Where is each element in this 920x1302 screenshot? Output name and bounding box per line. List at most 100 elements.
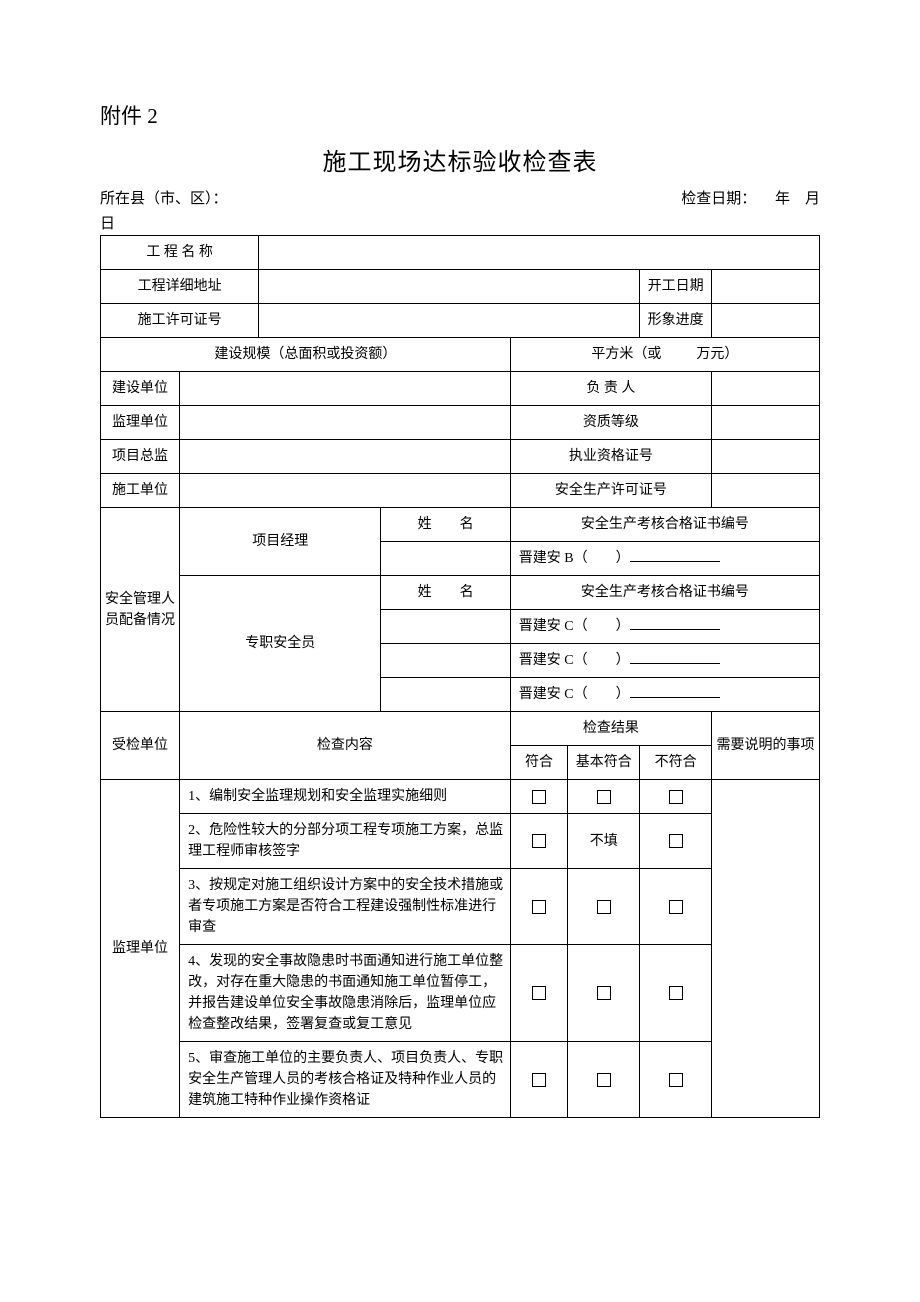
build-unit-value[interactable]	[180, 372, 511, 406]
page-container: 附件 2 施工现场达标验收检查表 所在县（市、区）： 检查日期： 年 月 日 工…	[0, 0, 920, 1158]
checkbox-cell[interactable]	[568, 1042, 640, 1118]
day-label: 日	[100, 212, 820, 233]
jinjian-b-label: 晋建安 B（ ）	[519, 551, 630, 566]
checkbox-cell[interactable]	[640, 1042, 712, 1118]
start-date-value[interactable]	[712, 270, 820, 304]
table-row: 施工单位 安全生产许可证号	[101, 474, 820, 508]
project-director-value[interactable]	[180, 440, 511, 474]
project-name-value[interactable]	[259, 236, 820, 270]
checkbox-cell[interactable]	[640, 945, 712, 1042]
project-address-label: 工程详细地址	[101, 270, 259, 304]
checkbox-icon	[669, 790, 683, 804]
build-unit-label: 建设单位	[101, 372, 180, 406]
table-row: 受检单位 检查内容 检查结果 需要说明的事项	[101, 712, 820, 746]
project-name-label: 工 程 名 称	[101, 236, 259, 270]
jinjian-c-cell-3[interactable]: 晋建安 C（ ）	[510, 678, 819, 712]
so-name-value-2[interactable]	[381, 644, 510, 678]
safety-officer-label: 专职安全员	[180, 576, 381, 712]
practice-no-value[interactable]	[712, 440, 820, 474]
qual-level-value[interactable]	[712, 406, 820, 440]
jinjian-b-cell[interactable]: 晋建安 B（ ）	[510, 542, 819, 576]
underline	[630, 548, 720, 562]
checkbox-cell[interactable]	[568, 945, 640, 1042]
checkbox-icon	[669, 900, 683, 914]
checkbox-cell[interactable]	[640, 780, 712, 814]
checkbox-icon	[669, 986, 683, 1000]
permit-no-value[interactable]	[259, 304, 640, 338]
checkbox-icon	[532, 900, 546, 914]
underline	[630, 684, 720, 698]
name-label: 姓 名	[381, 508, 510, 542]
content-item-1: 1、编制安全监理规划和安全监理实施细则	[180, 780, 511, 814]
so-name-value-1[interactable]	[381, 610, 510, 644]
year-label: 年	[775, 191, 790, 207]
checkbox-cell[interactable]	[510, 869, 568, 945]
checkbox-icon	[532, 790, 546, 804]
table-row: 监理单位 资质等级	[101, 406, 820, 440]
responsible-label: 负 责 人	[510, 372, 711, 406]
table-row: 建设单位 负 责 人	[101, 372, 820, 406]
qual-level-label: 资质等级	[510, 406, 711, 440]
content-item-3: 3、按规定对施工组织设计方案中的安全技术措施或者专项施工方案是否符合工程建设强制…	[180, 869, 511, 945]
responsible-value[interactable]	[712, 372, 820, 406]
checkbox-icon	[532, 986, 546, 1000]
checkbox-cell[interactable]	[640, 869, 712, 945]
underline	[630, 616, 720, 630]
jinjian-c-label: 晋建安 C（ ）	[519, 687, 630, 702]
supervise-unit-value[interactable]	[180, 406, 511, 440]
checkbox-icon	[597, 900, 611, 914]
construct-unit-value[interactable]	[180, 474, 511, 508]
table-row: 施工许可证号 形象进度	[101, 304, 820, 338]
checkbox-icon	[597, 1073, 611, 1087]
image-progress-value[interactable]	[712, 304, 820, 338]
jinjian-c-cell-1[interactable]: 晋建安 C（ ）	[510, 610, 819, 644]
not-conform-label: 不符合	[640, 746, 712, 780]
checkbox-icon	[669, 1073, 683, 1087]
so-name-value-3[interactable]	[381, 678, 510, 712]
practice-no-label: 执业资格证号	[510, 440, 711, 474]
table-row: 专职安全员 姓 名 安全生产考核合格证书编号	[101, 576, 820, 610]
main-table: 工 程 名 称 工程详细地址 开工日期 施工许可证号 形象进度 建设规模（总面积…	[100, 235, 820, 1118]
check-content-label: 检查内容	[180, 712, 511, 780]
safety-cert-no-label: 安全生产考核合格证书编号	[510, 508, 819, 542]
scale-unit-right: 万元）	[696, 347, 738, 362]
name-label-2: 姓 名	[381, 576, 510, 610]
notes-value[interactable]	[712, 780, 820, 1118]
project-manager-label: 项目经理	[180, 508, 381, 576]
scale-unit-left: 平方米（或	[591, 347, 661, 362]
safety-permit-no-value[interactable]	[712, 474, 820, 508]
table-row: 监理单位 1、编制安全监理规划和安全监理实施细则	[101, 780, 820, 814]
checkbox-cell[interactable]	[510, 780, 568, 814]
scale-value[interactable]: 平方米（或 万元）	[510, 338, 819, 372]
checkbox-cell[interactable]	[640, 814, 712, 869]
scale-label: 建设规模（总面积或投资额）	[101, 338, 511, 372]
page-title: 施工现场达标验收检查表	[100, 142, 820, 177]
jinjian-c-cell-2[interactable]: 晋建安 C（ ）	[510, 644, 819, 678]
county-label: 所在县（市、区）：	[100, 187, 228, 208]
table-row: 建设规模（总面积或投资额） 平方米（或 万元）	[101, 338, 820, 372]
start-date-label: 开工日期	[640, 270, 712, 304]
inspected-unit-label: 受检单位	[101, 712, 180, 780]
content-item-2: 2、危险性较大的分部分项工程专项施工方案，总监理工程师审核签字	[180, 814, 511, 869]
checkbox-cell[interactable]	[510, 945, 568, 1042]
jinjian-c-label: 晋建安 C（ ）	[519, 619, 630, 634]
safety-permit-no-label: 安全生产许可证号	[510, 474, 711, 508]
content-item-5: 5、审查施工单位的主要负责人、项目负责人、专职安全生产管理人员的考核合格证及特种…	[180, 1042, 511, 1118]
project-address-value[interactable]	[259, 270, 640, 304]
supervise-unit-label: 监理单位	[101, 406, 180, 440]
checkbox-cell[interactable]	[510, 814, 568, 869]
image-progress-label: 形象进度	[640, 304, 712, 338]
safety-cert-no-label-2: 安全生产考核合格证书编号	[510, 576, 819, 610]
conform-label: 符合	[510, 746, 568, 780]
meta-row: 所在县（市、区）： 检查日期： 年 月	[100, 187, 820, 208]
table-row: 工程详细地址 开工日期	[101, 270, 820, 304]
jinjian-c-label: 晋建安 C（ ）	[519, 653, 630, 668]
pm-name-value[interactable]	[381, 542, 510, 576]
checkbox-cell[interactable]	[510, 1042, 568, 1118]
checkbox-cell[interactable]	[568, 780, 640, 814]
checkbox-icon	[597, 790, 611, 804]
table-row: 项目总监 执业资格证号	[101, 440, 820, 474]
checkbox-cell[interactable]	[568, 869, 640, 945]
check-date: 检查日期： 年 月	[681, 187, 820, 208]
table-row: 安全管理人员配备情况 项目经理 姓 名 安全生产考核合格证书编号	[101, 508, 820, 542]
